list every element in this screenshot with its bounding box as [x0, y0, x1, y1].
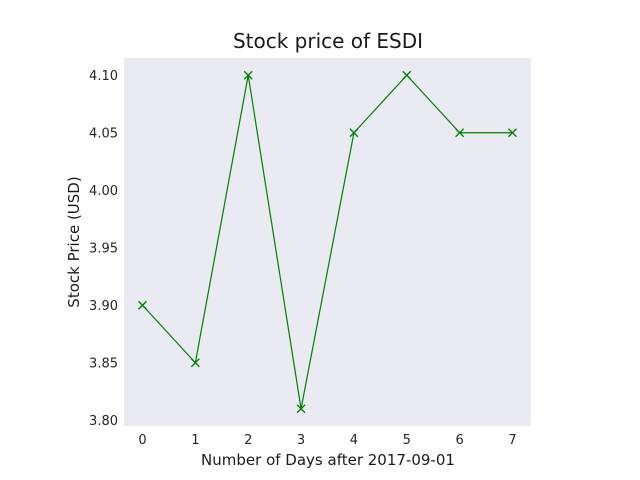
- series-line: [142, 74, 513, 409]
- chart-title: Stock price of ESDI: [233, 29, 423, 53]
- series-layer: [138, 70, 517, 414]
- y-tick-label: 4.00: [89, 184, 118, 199]
- data-point-marker: [402, 70, 412, 80]
- y-axis-ticks: 3.80 3.85 3.90 3.95 4.00 4.05 4.10: [89, 69, 118, 429]
- y-tick-label: 4.05: [89, 126, 118, 141]
- x-tick-label: 6: [456, 433, 464, 448]
- data-point-marker: [349, 128, 359, 138]
- x-tick-label: 0: [138, 433, 146, 448]
- y-tick-label: 3.95: [89, 241, 118, 256]
- data-point-marker: [138, 300, 147, 310]
- x-axis-ticks: 0 1 2 3 4 5 6 7: [138, 433, 516, 448]
- y-tick-label: 3.90: [89, 299, 118, 314]
- x-tick-label: 1: [191, 433, 199, 448]
- y-axis-label: Stock Price (USD): [65, 176, 83, 307]
- y-tick-label: 3.80: [89, 414, 118, 429]
- y-tick-label: 3.85: [89, 356, 118, 371]
- data-point-marker: [190, 358, 200, 368]
- x-tick-label: 2: [244, 433, 252, 448]
- x-tick-label: 5: [403, 433, 411, 448]
- x-axis-label: Number of Days after 2017-09-01: [201, 451, 455, 469]
- data-point-marker: [243, 70, 253, 80]
- plot-area: [124, 58, 531, 426]
- data-point-marker: [296, 404, 306, 414]
- x-tick-label: 7: [508, 433, 516, 448]
- data-point-marker: [455, 128, 465, 138]
- y-tick-label: 4.10: [89, 69, 118, 84]
- x-tick-label: 3: [297, 433, 305, 448]
- x-tick-label: 4: [350, 433, 358, 448]
- data-point-marker: [508, 128, 517, 138]
